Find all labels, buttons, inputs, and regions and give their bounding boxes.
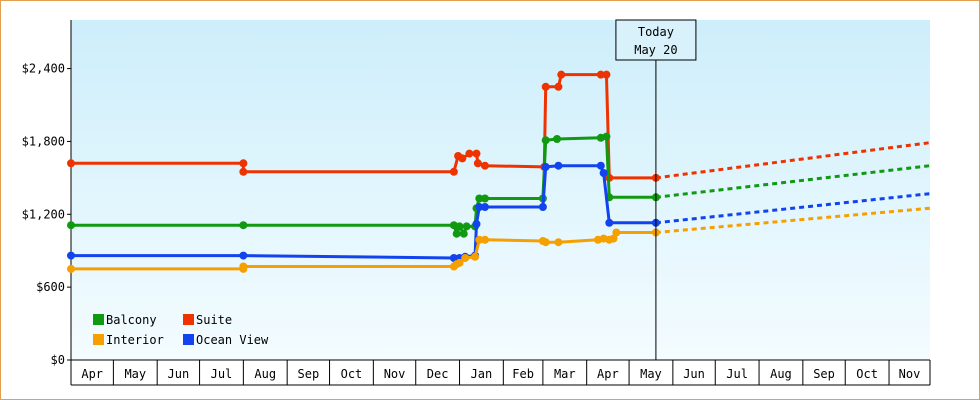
data-point[interactable] — [554, 82, 563, 91]
data-point[interactable] — [67, 264, 75, 273]
series-projection-line — [655, 141, 931, 180]
data-point[interactable] — [67, 251, 75, 260]
today-label-line2: May 20 — [634, 43, 677, 57]
data-point[interactable] — [472, 149, 481, 158]
series-projection-line — [655, 192, 931, 225]
data-point[interactable] — [541, 238, 550, 247]
x-tick-label: Jun — [168, 367, 190, 381]
data-point[interactable] — [475, 235, 484, 244]
data-point[interactable] — [472, 220, 481, 228]
data-point[interactable] — [67, 159, 75, 168]
legend-item-interior[interactable]: Interior — [93, 333, 164, 347]
data-point[interactable] — [475, 203, 484, 211]
x-tick-label: Oct — [341, 367, 363, 381]
legend-label: Ocean View — [196, 333, 269, 347]
data-point[interactable] — [553, 135, 562, 143]
y-tick-label: $1,800 — [22, 134, 65, 148]
data-point[interactable] — [596, 70, 605, 79]
data-point[interactable] — [541, 82, 550, 91]
data-point[interactable] — [602, 70, 611, 79]
axes — [67, 20, 931, 386]
x-tick-label: Apr — [81, 367, 103, 381]
series-interior — [67, 206, 931, 273]
x-tick-label: Jun — [683, 367, 705, 381]
legend-item-suite[interactable]: Suite — [183, 313, 232, 327]
x-tick-label: Sep — [298, 367, 320, 381]
data-point[interactable] — [465, 149, 474, 158]
data-point[interactable] — [554, 161, 563, 170]
data-point[interactable] — [480, 235, 489, 244]
data-point[interactable] — [557, 70, 566, 79]
data-point[interactable] — [458, 154, 467, 163]
x-tick-label: Nov — [899, 367, 921, 381]
y-tick-label: $2,400 — [22, 62, 65, 76]
legend-item-balcony[interactable]: Balcony — [93, 313, 157, 327]
x-tick-label: Jul — [726, 367, 748, 381]
data-point[interactable] — [452, 229, 461, 238]
data-point[interactable] — [459, 229, 468, 238]
x-tick-label: Jan — [471, 367, 493, 381]
series-layer — [67, 70, 931, 273]
series-projection-line — [655, 164, 931, 199]
legend-item-ocean-view[interactable]: Ocean View — [183, 333, 269, 347]
data-point[interactable] — [612, 228, 621, 237]
data-point[interactable] — [67, 221, 75, 230]
legend-swatch — [183, 314, 194, 325]
data-point[interactable] — [239, 167, 248, 176]
data-point[interactable] — [461, 254, 470, 262]
x-tick-label: May — [640, 367, 662, 381]
data-point[interactable] — [462, 222, 471, 231]
data-point[interactable] — [480, 161, 489, 170]
data-point[interactable] — [554, 238, 563, 247]
tick-labels: $0 $600 $1,200 $1,800 $2,400 Apr May Jun Jul Aug S… — [22, 62, 921, 381]
legend-swatch — [93, 334, 104, 345]
legend-label: Balcony — [106, 313, 157, 327]
data-point[interactable] — [480, 203, 489, 211]
data-point[interactable] — [599, 169, 608, 177]
data-point[interactable] — [605, 218, 614, 227]
data-point[interactable] — [596, 161, 605, 170]
series-projection-line — [655, 206, 931, 234]
today-label-box — [615, 19, 697, 61]
x-tick-label: Aug — [254, 367, 276, 381]
data-point[interactable] — [541, 162, 550, 171]
data-point[interactable] — [471, 252, 480, 261]
data-point[interactable] — [480, 194, 489, 203]
legend-swatch — [183, 334, 194, 345]
data-point[interactable] — [602, 132, 611, 141]
x-tick-label: Apr — [597, 367, 619, 381]
data-point[interactable] — [239, 251, 248, 260]
y-tick-label: $0 — [51, 353, 65, 367]
x-tick-label: May — [124, 367, 146, 381]
data-point[interactable] — [449, 167, 458, 176]
today-marker: Today May 20 — [615, 19, 697, 360]
data-point[interactable] — [239, 221, 248, 230]
x-tick-label: Aug — [770, 367, 792, 381]
x-tick-label: Feb — [512, 367, 534, 381]
x-tick-label: Mar — [554, 367, 576, 381]
x-tick-label: Dec — [427, 367, 449, 381]
x-tick-label: Oct — [856, 367, 878, 381]
data-point[interactable] — [455, 222, 464, 231]
x-tick-label: Sep — [813, 367, 835, 381]
legend-label: Suite — [196, 313, 232, 327]
legend: Balcony Suite Interior Ocean View — [93, 313, 269, 347]
legend-swatch — [93, 314, 104, 325]
data-point[interactable] — [475, 194, 484, 203]
y-tick-label: $600 — [36, 280, 65, 294]
data-point[interactable] — [239, 262, 248, 271]
data-point[interactable] — [538, 203, 547, 211]
x-tick-label: Jul — [211, 367, 233, 381]
x-tick-label: Nov — [384, 367, 406, 381]
data-point[interactable] — [473, 159, 482, 168]
legend-label: Interior — [106, 333, 164, 347]
data-point[interactable] — [239, 159, 248, 168]
data-point[interactable] — [455, 258, 464, 267]
data-point[interactable] — [541, 136, 550, 145]
data-point[interactable] — [609, 234, 618, 243]
plot-background — [71, 20, 930, 360]
today-label-line1: Today — [638, 25, 674, 39]
y-tick-label: $1,200 — [22, 207, 65, 221]
